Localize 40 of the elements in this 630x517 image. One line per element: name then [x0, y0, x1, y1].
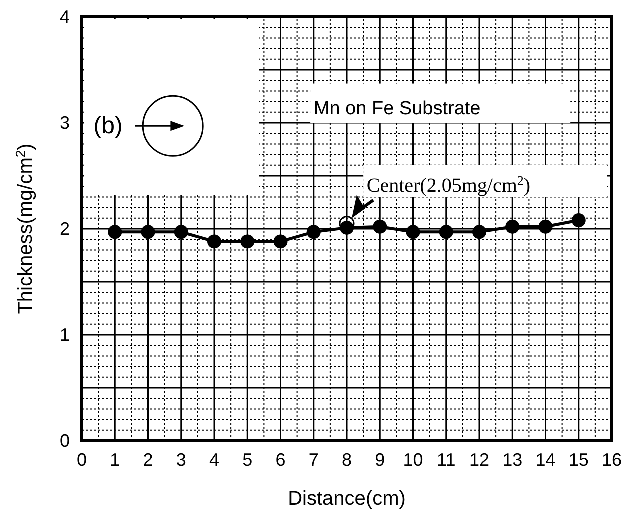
y-tick-label: 1	[60, 325, 70, 345]
x-tick-label: 6	[276, 450, 286, 470]
x-tick-label: 9	[375, 450, 386, 470]
x-tick-label: 13	[502, 450, 523, 470]
x-tick-label: 10	[403, 450, 424, 470]
annotation: Center(2.05mg/cm$^{2}$)	[366, 172, 531, 197]
point	[572, 214, 586, 228]
point	[274, 234, 288, 249]
point	[174, 225, 188, 240]
point	[439, 225, 454, 240]
x-tick-label: 2	[143, 450, 154, 470]
x-tick-label: 12	[469, 450, 490, 470]
y-tick-label: 4	[60, 7, 70, 27]
point	[240, 234, 255, 249]
x-tick-label: 5	[242, 450, 253, 470]
point	[406, 225, 420, 240]
x-axis-title: Distance(cm)	[288, 488, 406, 510]
point	[108, 225, 122, 240]
annotation: Mn on Fe Substrate	[314, 98, 481, 120]
point	[472, 225, 486, 240]
x-tick-label: 7	[308, 450, 319, 470]
point	[306, 225, 321, 240]
x-tick-label: 3	[176, 450, 186, 470]
x-tick-label: 15	[568, 450, 589, 470]
x-tick-label: 0	[76, 450, 88, 470]
x-tick-label: 14	[536, 450, 556, 470]
x-tick-label: 16	[602, 450, 622, 470]
point	[506, 220, 520, 234]
x-tick-label: 1	[110, 450, 120, 470]
point	[141, 225, 156, 240]
x-tick-label: 11	[437, 450, 456, 470]
annotation: (b)	[94, 112, 123, 140]
x-tick-label: 8	[342, 450, 352, 470]
point	[208, 234, 222, 249]
point	[538, 220, 553, 234]
point	[373, 220, 388, 234]
y-tick-label: 0	[60, 431, 70, 451]
y-tick-label: 3	[60, 113, 70, 133]
y-tick-label: 2	[60, 219, 70, 239]
x-tick-label: 4	[209, 450, 220, 470]
